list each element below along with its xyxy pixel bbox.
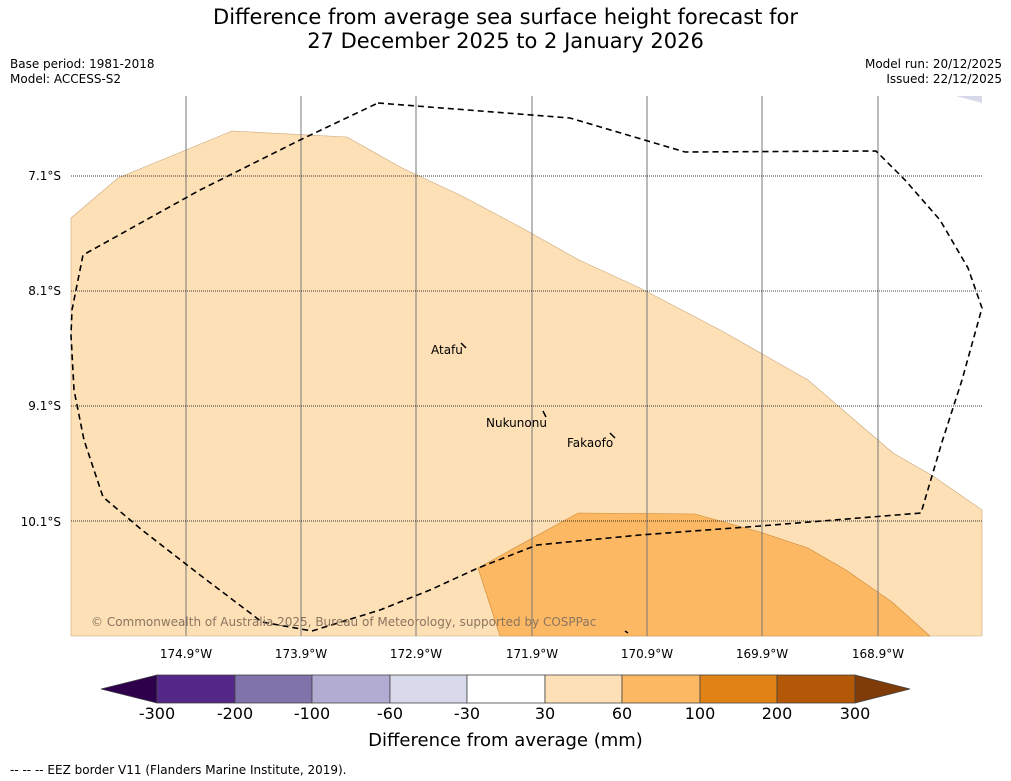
base-period: Base period: 1981-2018 [10, 57, 155, 71]
island-atafu [460, 342, 467, 349]
colorbar-tick: -300 [138, 704, 176, 723]
eez-border [70, 102, 983, 632]
island-nukunonu [542, 410, 547, 418]
colorbar-swatch [156, 674, 236, 704]
colorbar-extend-high [854, 674, 911, 704]
title-line-2: 27 December 2025 to 2 January 2026 [307, 29, 704, 53]
lat-label: 8.1°S [28, 284, 61, 298]
colorbar-swatch [621, 674, 701, 704]
colorbar-tick: 100 [684, 704, 716, 723]
anomaly-region-60-100 [477, 512, 931, 637]
colorbar-tick: 200 [761, 704, 793, 723]
colorbar-tick: 60 [611, 704, 633, 723]
colorbar-tick: -200 [216, 704, 254, 723]
anomaly-region-negative [956, 96, 982, 103]
colorbar-swatch [466, 674, 546, 704]
model-name: Model: ACCESS-S2 [10, 72, 122, 86]
anomaly-region-30-60 [70, 130, 983, 637]
island-small [624, 630, 629, 634]
colorbar-tick: 30 [534, 704, 556, 723]
eez-legend-note: -- -- -- EEZ border V11 (Flanders Marine… [10, 763, 347, 777]
model-run: Model run: 20/12/2025 [864, 57, 1002, 71]
lat-label: 10.1°S [20, 515, 61, 529]
issued-date: Issued: 22/12/2025 [886, 72, 1002, 86]
colorbar [100, 674, 911, 704]
chart-title: Difference from average sea surface heig… [0, 5, 1011, 53]
colorbar-tick: -30 [453, 704, 481, 723]
colorbar-tick: 300 [839, 704, 871, 723]
colorbar-swatch [699, 674, 778, 704]
colorbar-swatch [544, 674, 623, 704]
meta-right: Model run: 20/12/2025 Issued: 22/12/2025 [865, 57, 1002, 87]
place-label-fakaofo: Fakaofo [567, 436, 613, 450]
colorbar-extend-low [100, 674, 158, 704]
title-line-1: Difference from average sea surface heig… [213, 5, 798, 29]
place-label-atafu: Atafu [431, 343, 463, 357]
meta-left: Base period: 1981-2018 Model: ACCESS-S2 [10, 57, 155, 87]
lon-label: 169.9°W [735, 647, 789, 661]
lat-label: 9.1°S [28, 399, 61, 413]
colorbar-label: Difference from average (mm) [368, 730, 643, 751]
lon-label: 170.9°W [620, 647, 674, 661]
copyright-notice: © Commonwealth of Australia 2025, Bureau… [91, 615, 596, 629]
lon-label: 171.9°W [505, 647, 559, 661]
lat-label: 7.1°S [28, 169, 61, 183]
colorbar-tick: -60 [376, 704, 404, 723]
meridian-lines [185, 96, 879, 636]
colorbar-swatch [234, 674, 313, 704]
lon-label: 168.9°W [851, 647, 905, 661]
lon-label: 174.9°W [159, 647, 213, 661]
colorbar-swatch [776, 674, 856, 704]
island-fakaofo [609, 432, 616, 439]
colorbar-tick: -100 [293, 704, 331, 723]
colorbar-swatch [311, 674, 391, 704]
colorbar-swatch [389, 674, 468, 704]
lon-label: 172.9°W [389, 647, 443, 661]
lon-label: 173.9°W [274, 647, 328, 661]
place-label-nukunonu: Nukunonu [486, 416, 547, 430]
